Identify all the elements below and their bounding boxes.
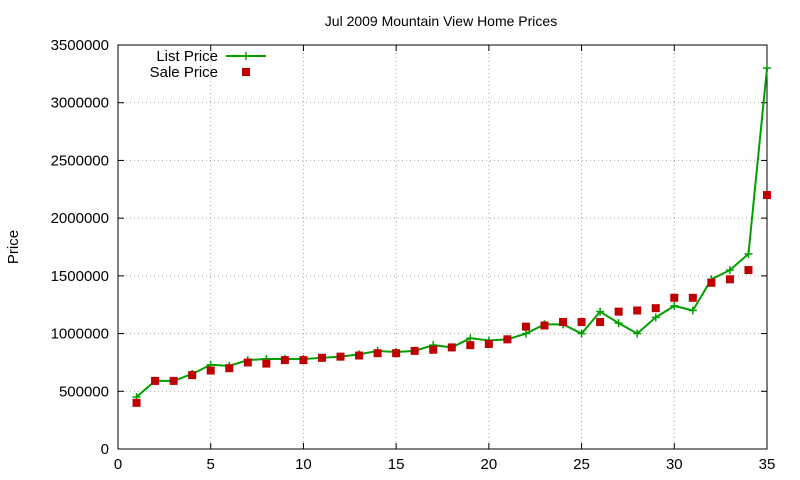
x-tick-label: 5 [207, 456, 215, 473]
sale-price-point [336, 352, 345, 361]
sale-price-point [429, 345, 438, 354]
chart-title: Jul 2009 Mountain View Home Prices [325, 13, 557, 29]
y-tick-label: 1500000 [51, 268, 109, 285]
sale-price-point [355, 351, 364, 360]
legend-list-price: List Price [156, 48, 266, 65]
list-price-point [725, 266, 734, 275]
sale-price-point [651, 304, 660, 313]
tick-labels: 0 5 10 15 20 25 30 35 0 500000 1000000 1500000 20000… [51, 37, 776, 473]
sale-price-point [392, 349, 401, 358]
y-tick-label: 3500000 [51, 37, 109, 54]
sale-price-point [151, 376, 160, 385]
series [132, 64, 771, 407]
sale-price-point [466, 341, 475, 350]
sale-price-point [744, 266, 753, 275]
sale-price-point [225, 364, 234, 373]
y-tick-label: 2000000 [51, 210, 109, 227]
y-tick-label: 2500000 [51, 152, 109, 169]
grid [118, 45, 767, 449]
y-tick-label: 0 [101, 441, 109, 458]
list-price-point [633, 329, 642, 338]
sale-price-point [688, 293, 697, 302]
sale-price-point [707, 278, 716, 287]
y-tick-label: 1000000 [51, 326, 109, 343]
sale-price-point [373, 349, 382, 358]
x-tick-label: 20 [481, 456, 498, 473]
legend-sale-price-swatch-marker [242, 68, 250, 76]
sale-price-point [447, 343, 456, 352]
sale-price-point [484, 339, 493, 348]
sale-price-point [206, 366, 215, 375]
list-price-point [614, 319, 623, 328]
x-tick-label: 25 [573, 456, 590, 473]
plot-frame [117, 44, 768, 450]
sale-price-point [559, 318, 568, 327]
x-tick-label: 15 [388, 456, 405, 473]
sale-price-point [633, 306, 642, 315]
sale-price-point [540, 321, 549, 330]
sale-price-point [299, 356, 308, 365]
list-price-point [596, 307, 605, 316]
list-price-point [688, 306, 697, 315]
sale-price-point [317, 353, 326, 362]
list-price-point [521, 329, 530, 338]
sale-price-point [503, 335, 512, 344]
list-price-point [466, 334, 475, 343]
sale-price-point [132, 398, 141, 407]
list-price-point [577, 329, 586, 338]
x-tick-label: 0 [114, 456, 122, 473]
series-sale-price [132, 191, 771, 407]
sale-price-point [596, 318, 605, 327]
list-price-point [670, 301, 679, 310]
sale-price-point [670, 293, 679, 302]
list-price-point [651, 313, 660, 322]
sale-price-point [725, 275, 734, 284]
sale-price-point [521, 322, 530, 331]
x-tick-label: 30 [666, 456, 683, 473]
sale-price-point [614, 307, 623, 316]
sale-price-point [577, 318, 586, 327]
y-axis-label: Price [5, 230, 22, 264]
sale-price-point [169, 376, 178, 385]
y-tick-label: 3000000 [51, 95, 109, 112]
sale-price-point [262, 359, 271, 368]
legend-list-price-swatch-marker [242, 52, 250, 60]
sale-price-point [410, 346, 419, 355]
y-tick-label: 500000 [59, 383, 109, 400]
x-tick-label: 10 [295, 456, 312, 473]
x-tick-label: 35 [759, 456, 776, 473]
list-price-point [763, 64, 771, 73]
legend-sale-price-label: Sale Price [150, 64, 218, 81]
sale-price-point [280, 356, 289, 365]
sale-price-point [188, 371, 197, 380]
sale-price-point [763, 191, 771, 200]
legend-list-price-label: List Price [156, 48, 218, 65]
list-price-point [744, 249, 753, 258]
sale-price-point [243, 358, 252, 367]
legend-sale-price: Sale Price [150, 64, 250, 81]
